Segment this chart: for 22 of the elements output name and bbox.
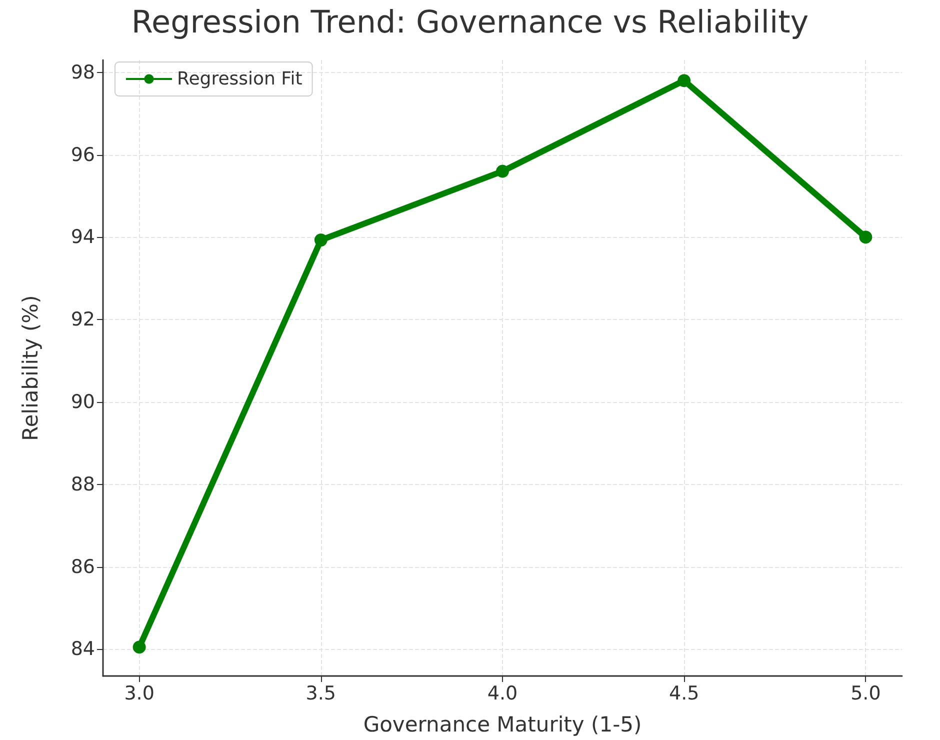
x-tick-label: 4.5 bbox=[668, 682, 700, 704]
y-tick-label: 94 bbox=[70, 226, 95, 248]
y-tick-label: 88 bbox=[70, 473, 95, 496]
y-tick-label: 84 bbox=[70, 638, 95, 660]
x-tick-label: 5.0 bbox=[850, 682, 881, 704]
point bbox=[678, 74, 691, 88]
y-tick-label: 96 bbox=[70, 144, 95, 166]
x-tick-label: 4.0 bbox=[487, 682, 518, 704]
chart-title: Regression Trend: Governance vs Reliability bbox=[131, 4, 809, 40]
x-tick-label: 3.0 bbox=[124, 682, 154, 704]
y-tick-label: 98 bbox=[70, 61, 95, 84]
point bbox=[314, 234, 328, 247]
y-tick-label: 90 bbox=[70, 390, 95, 413]
x-axis-title: Governance Maturity (1-5) bbox=[363, 712, 642, 736]
legend-label: Regression Fit bbox=[177, 68, 302, 90]
point bbox=[859, 230, 872, 244]
point bbox=[132, 640, 146, 654]
x-tick-label: 3.5 bbox=[306, 682, 336, 704]
y-axis-title: Reliability (%) bbox=[18, 295, 42, 441]
point bbox=[496, 164, 509, 178]
y-tick-label: 92 bbox=[70, 308, 95, 331]
y-tick-label: 86 bbox=[70, 556, 95, 578]
